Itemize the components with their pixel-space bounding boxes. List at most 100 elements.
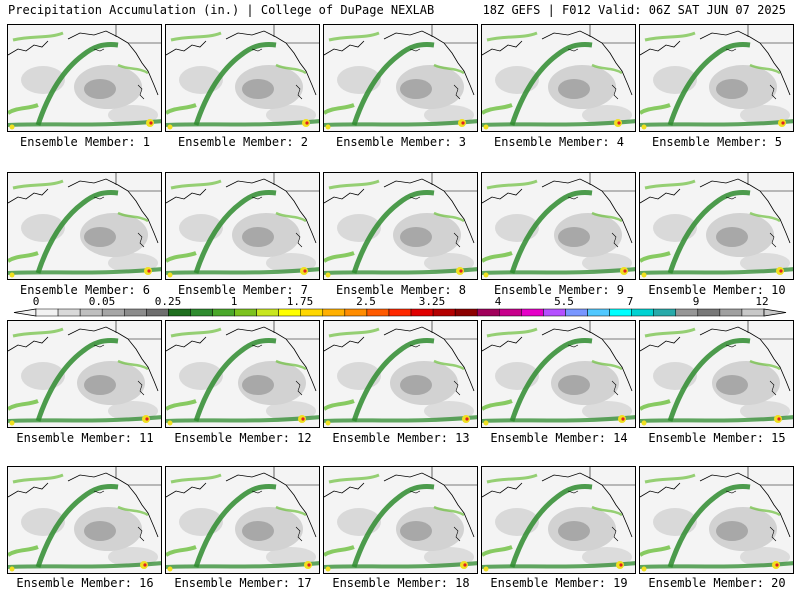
precip-band: [328, 31, 380, 42]
precip-tropical-band: [324, 415, 477, 423]
ensemble-map-panel: [481, 466, 636, 574]
precip-tropical-band: [166, 267, 319, 275]
ensemble-member-label: Ensemble Member: 20: [648, 576, 786, 590]
precip-band: [509, 190, 593, 274]
precip-band: [117, 211, 149, 223]
precip-tropical-band: [482, 415, 635, 423]
precip-band: [166, 545, 197, 557]
header-run-info: 18Z GEFS | F012 Valid: 06Z SAT JUN 07 20…: [482, 3, 786, 17]
precip-band: [482, 545, 513, 557]
precip-band: [324, 251, 355, 263]
coastline-island: [725, 344, 737, 348]
colorbar-swatch: [609, 308, 632, 317]
precip-mid-area: [400, 227, 432, 247]
colorbar-swatch: [697, 308, 721, 317]
coastline-asia: [482, 482, 523, 498]
precip-band: [351, 190, 435, 274]
coastline-asia: [324, 40, 365, 56]
precip-light-area: [266, 547, 316, 567]
coastline-detail: [295, 380, 303, 396]
precip-map: [166, 25, 319, 131]
precip-heavy-spot: [167, 124, 173, 130]
coastline-island: [93, 344, 105, 348]
precip-band: [166, 103, 197, 115]
coastline-detail: [453, 232, 461, 248]
ensemble-member-label: Ensemble Member: 5: [651, 135, 783, 149]
precip-band: [324, 399, 355, 411]
ensemble-map-panel: [639, 24, 794, 132]
precip-band: [667, 190, 751, 274]
ensemble-map-panel: [481, 172, 636, 280]
precip-heavy-spot: [9, 566, 15, 572]
ensemble-map-panel: [165, 466, 320, 574]
coastline-detail: [137, 84, 145, 100]
precip-mid-area: [716, 521, 748, 541]
precip-band: [324, 103, 355, 115]
precip-band: [12, 31, 64, 42]
coastline-island: [567, 344, 579, 348]
precip-mid-area: [558, 227, 590, 247]
precip-heavy-spot: [9, 272, 15, 278]
precip-band: [35, 484, 119, 568]
precip-light-area: [582, 253, 632, 273]
precip-heavy-spot: [167, 272, 173, 278]
ensemble-member-label: Ensemble Member: 4: [493, 135, 625, 149]
precip-band: [351, 42, 435, 126]
colorbar-swatch: [565, 308, 588, 317]
precip-band: [117, 63, 149, 75]
precip-map: [324, 467, 477, 573]
precip-mid-area: [84, 79, 116, 99]
ensemble-map-panel: [165, 24, 320, 132]
ensemble-map-panel: [639, 172, 794, 280]
precip-band: [433, 63, 465, 75]
precip-max-spot: [619, 563, 623, 567]
coastline-asia: [324, 188, 365, 204]
precip-band: [35, 338, 119, 422]
precip-tropical-band: [640, 267, 793, 275]
precip-mid-area: [400, 79, 432, 99]
colorbar-tick-label: 1.75: [286, 295, 314, 308]
precip-band: [275, 505, 307, 517]
precip-band: [328, 473, 380, 484]
precip-mid-area: [84, 521, 116, 541]
colorbar-tick-label: 1: [230, 295, 238, 308]
precip-band: [667, 338, 751, 422]
precip-tropical-band: [640, 119, 793, 127]
precip-heavy-spot: [483, 124, 489, 130]
precip-band: [644, 327, 696, 338]
precip-mid-area: [558, 521, 590, 541]
precip-max-spot: [303, 269, 307, 273]
precip-max-spot: [465, 417, 469, 421]
coastline-island: [567, 196, 579, 200]
precip-mid-area: [242, 79, 274, 99]
ensemble-map-panel: [165, 172, 320, 280]
coastline-detail: [769, 232, 777, 248]
precip-tropical-band: [482, 267, 635, 275]
precip-max-spot: [301, 417, 305, 421]
precip-band: [482, 399, 513, 411]
colorbar-swatch: [499, 308, 522, 317]
ensemble-map-panel: [323, 320, 478, 428]
coastline-detail: [295, 84, 303, 100]
ensemble-map-panel: [7, 24, 162, 132]
precip-band: [644, 473, 696, 484]
precip-band: [170, 327, 222, 338]
coastline-detail: [769, 380, 777, 396]
ensemble-member-label: Ensemble Member: 6: [19, 283, 151, 297]
coastline-island: [93, 490, 105, 494]
coastline-asia: [640, 188, 681, 204]
ensemble-member-label: Ensemble Member: 15: [648, 431, 786, 445]
precip-band: [328, 179, 380, 190]
precip-tropical-band: [640, 415, 793, 423]
coastline-island: [251, 344, 263, 348]
coastline-island: [251, 196, 263, 200]
coastline-asia: [8, 40, 49, 56]
coastline-detail: [769, 84, 777, 100]
precip-heavy-spot: [483, 272, 489, 278]
coastline-island: [409, 490, 421, 494]
precip-map: [166, 173, 319, 279]
colorbar-swatch: [278, 308, 301, 317]
colorbar-legend: 0 0.05 0.25 1 1.75 2.5 3.25 4 5.5 7 9 12: [0, 296, 800, 320]
precip-heavy-spot: [483, 420, 489, 426]
precip-band: [749, 63, 781, 75]
